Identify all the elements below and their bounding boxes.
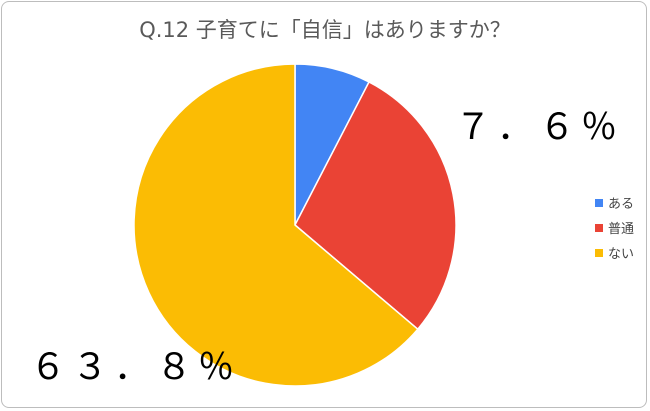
legend-swatch [595,248,603,257]
legend-item: ある [595,190,634,215]
legend-swatch [595,223,603,232]
data-label-nai: ６３．８％ [30,347,241,388]
pie-slice-1 [294,80,457,331]
legend-item: ない [595,240,634,265]
legend-label: ない [608,247,635,262]
legend-swatch [595,198,603,207]
chart-title: Q.12 子育てに「自信」はありますか？ [139,18,511,42]
legend: ある 普通 ない [595,190,634,265]
pie-slice-2 [133,63,419,387]
legend-label: 普通 [608,222,635,237]
legend-item: 普通 [595,215,634,240]
legend-label: ある [608,197,635,212]
data-label-aru: ７．６％ [455,107,624,148]
